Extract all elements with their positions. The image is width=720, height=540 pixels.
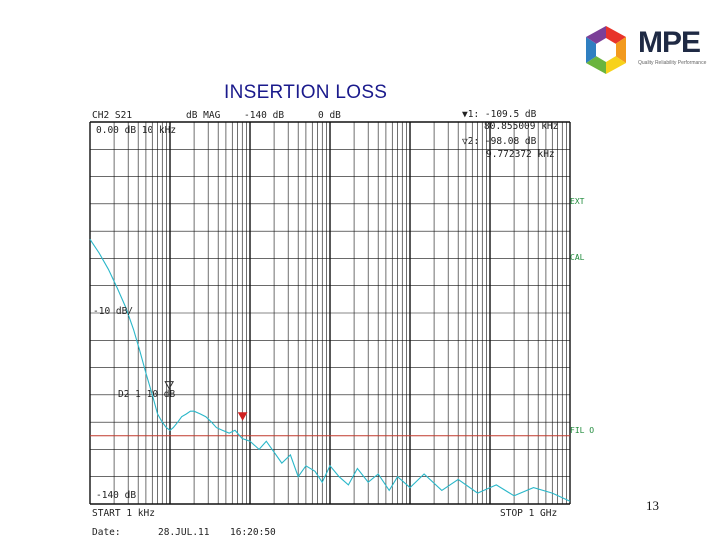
marker-2-readout: ▽2: -98.08 dB bbox=[462, 136, 537, 147]
logo-hexagon-icon bbox=[586, 26, 626, 74]
series-trace bbox=[89, 238, 571, 502]
top-value-label: 0 dB bbox=[318, 110, 341, 121]
slide-title: INSERTION LOSS bbox=[224, 82, 388, 103]
chart-grid bbox=[89, 121, 571, 505]
ref-marker-label: D2 1 10 dB bbox=[118, 389, 175, 400]
ref-value-label: -140 dB bbox=[244, 110, 284, 121]
side-label-fil: FIL O bbox=[570, 426, 594, 435]
channel-header: CH2 S21 bbox=[92, 110, 132, 121]
marker-2-icon bbox=[164, 381, 175, 390]
logo-tagline: Quality Reliability Performance bbox=[638, 60, 707, 66]
marker-group bbox=[164, 381, 248, 421]
time-value: 16:20:50 bbox=[230, 527, 276, 538]
marker-1-readout: ▼1: -109.5 dB bbox=[462, 109, 537, 120]
start-label: START 1 kHz bbox=[92, 508, 155, 519]
date-label: Date: bbox=[92, 527, 121, 538]
ref-line-label: 0.00 dB 10 kHz bbox=[96, 125, 176, 136]
side-label-cal: CAL bbox=[570, 253, 585, 262]
page-number: 13 bbox=[646, 498, 659, 513]
marker-1-icon bbox=[237, 412, 248, 421]
date-value: 28.JUL.11 bbox=[158, 527, 210, 538]
logo-text: MPE bbox=[638, 26, 701, 59]
format-label: dB MAG bbox=[186, 110, 221, 121]
stop-label: STOP 1 GHz bbox=[500, 508, 557, 519]
marker-2-frequency: 9.772372 kHz bbox=[486, 149, 555, 160]
side-label-ext: EXT bbox=[570, 197, 585, 206]
marker-1-frequency: 80.855009 kHz bbox=[484, 121, 558, 132]
scale-label: -10 dB/ bbox=[93, 306, 133, 317]
bottom-label: -140 dB bbox=[96, 490, 136, 501]
